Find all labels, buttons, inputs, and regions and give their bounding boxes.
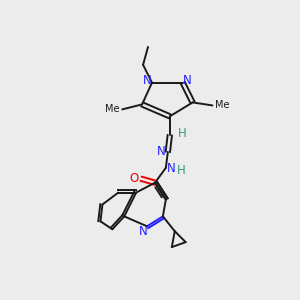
Text: N: N (157, 146, 165, 158)
Text: N: N (139, 225, 147, 238)
Text: N: N (167, 162, 175, 175)
Text: H: H (178, 127, 187, 140)
Text: Me: Me (105, 104, 120, 114)
Text: N: N (143, 74, 152, 87)
Text: N: N (183, 74, 192, 87)
Text: Me: Me (215, 100, 230, 110)
Text: H: H (177, 164, 186, 177)
Text: O: O (130, 172, 139, 185)
